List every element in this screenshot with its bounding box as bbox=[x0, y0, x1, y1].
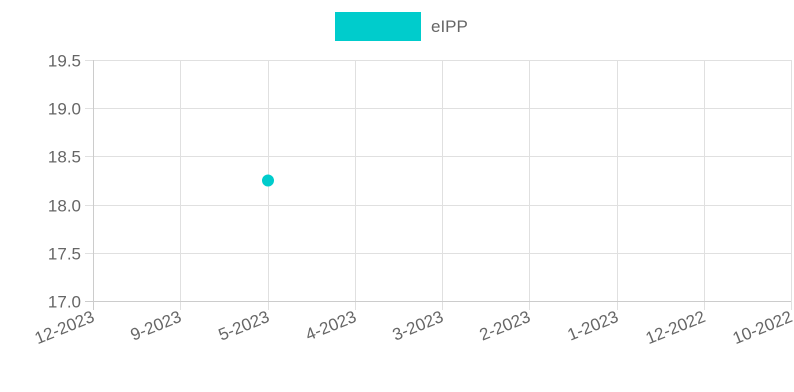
x-tick-label: 9-2023 bbox=[128, 307, 184, 344]
y-tick-label: 19.0 bbox=[48, 100, 81, 119]
axes bbox=[85, 60, 791, 310]
legend-label-eipp[interactable]: eIPP bbox=[431, 17, 468, 36]
x-tick-label: 12-2023 bbox=[32, 307, 97, 348]
legend-swatch-eipp[interactable] bbox=[335, 12, 421, 41]
x-tick-label: 4-2023 bbox=[303, 307, 359, 344]
y-tick-label: 17.0 bbox=[48, 293, 81, 312]
y-tick-label: 19.5 bbox=[48, 52, 81, 71]
data-point[interactable] bbox=[262, 174, 274, 187]
x-tick-label: 12-2022 bbox=[643, 307, 708, 348]
grid-lines bbox=[85, 60, 792, 310]
x-tick-label: 1-2023 bbox=[565, 307, 621, 344]
x-tick-label: 3-2023 bbox=[390, 307, 446, 344]
x-tick-label: 2-2023 bbox=[477, 307, 533, 344]
data-points bbox=[262, 174, 274, 187]
y-tick-label: 18.5 bbox=[48, 148, 81, 167]
y-tick-label: 17.5 bbox=[48, 245, 81, 264]
x-tick-label: 10-2022 bbox=[730, 307, 794, 348]
y-tick-labels: 19.5 19.0 18.5 18.0 17.5 17.0 bbox=[48, 52, 81, 312]
x-tick-labels: 12-2023 9-2023 5-2023 4-2023 3-2023 2-2023 1-2… bbox=[32, 307, 794, 348]
y-tick-label: 18.0 bbox=[48, 197, 81, 216]
x-tick-label: 5-2023 bbox=[216, 307, 272, 344]
legend[interactable]: eIPP bbox=[335, 12, 468, 41]
